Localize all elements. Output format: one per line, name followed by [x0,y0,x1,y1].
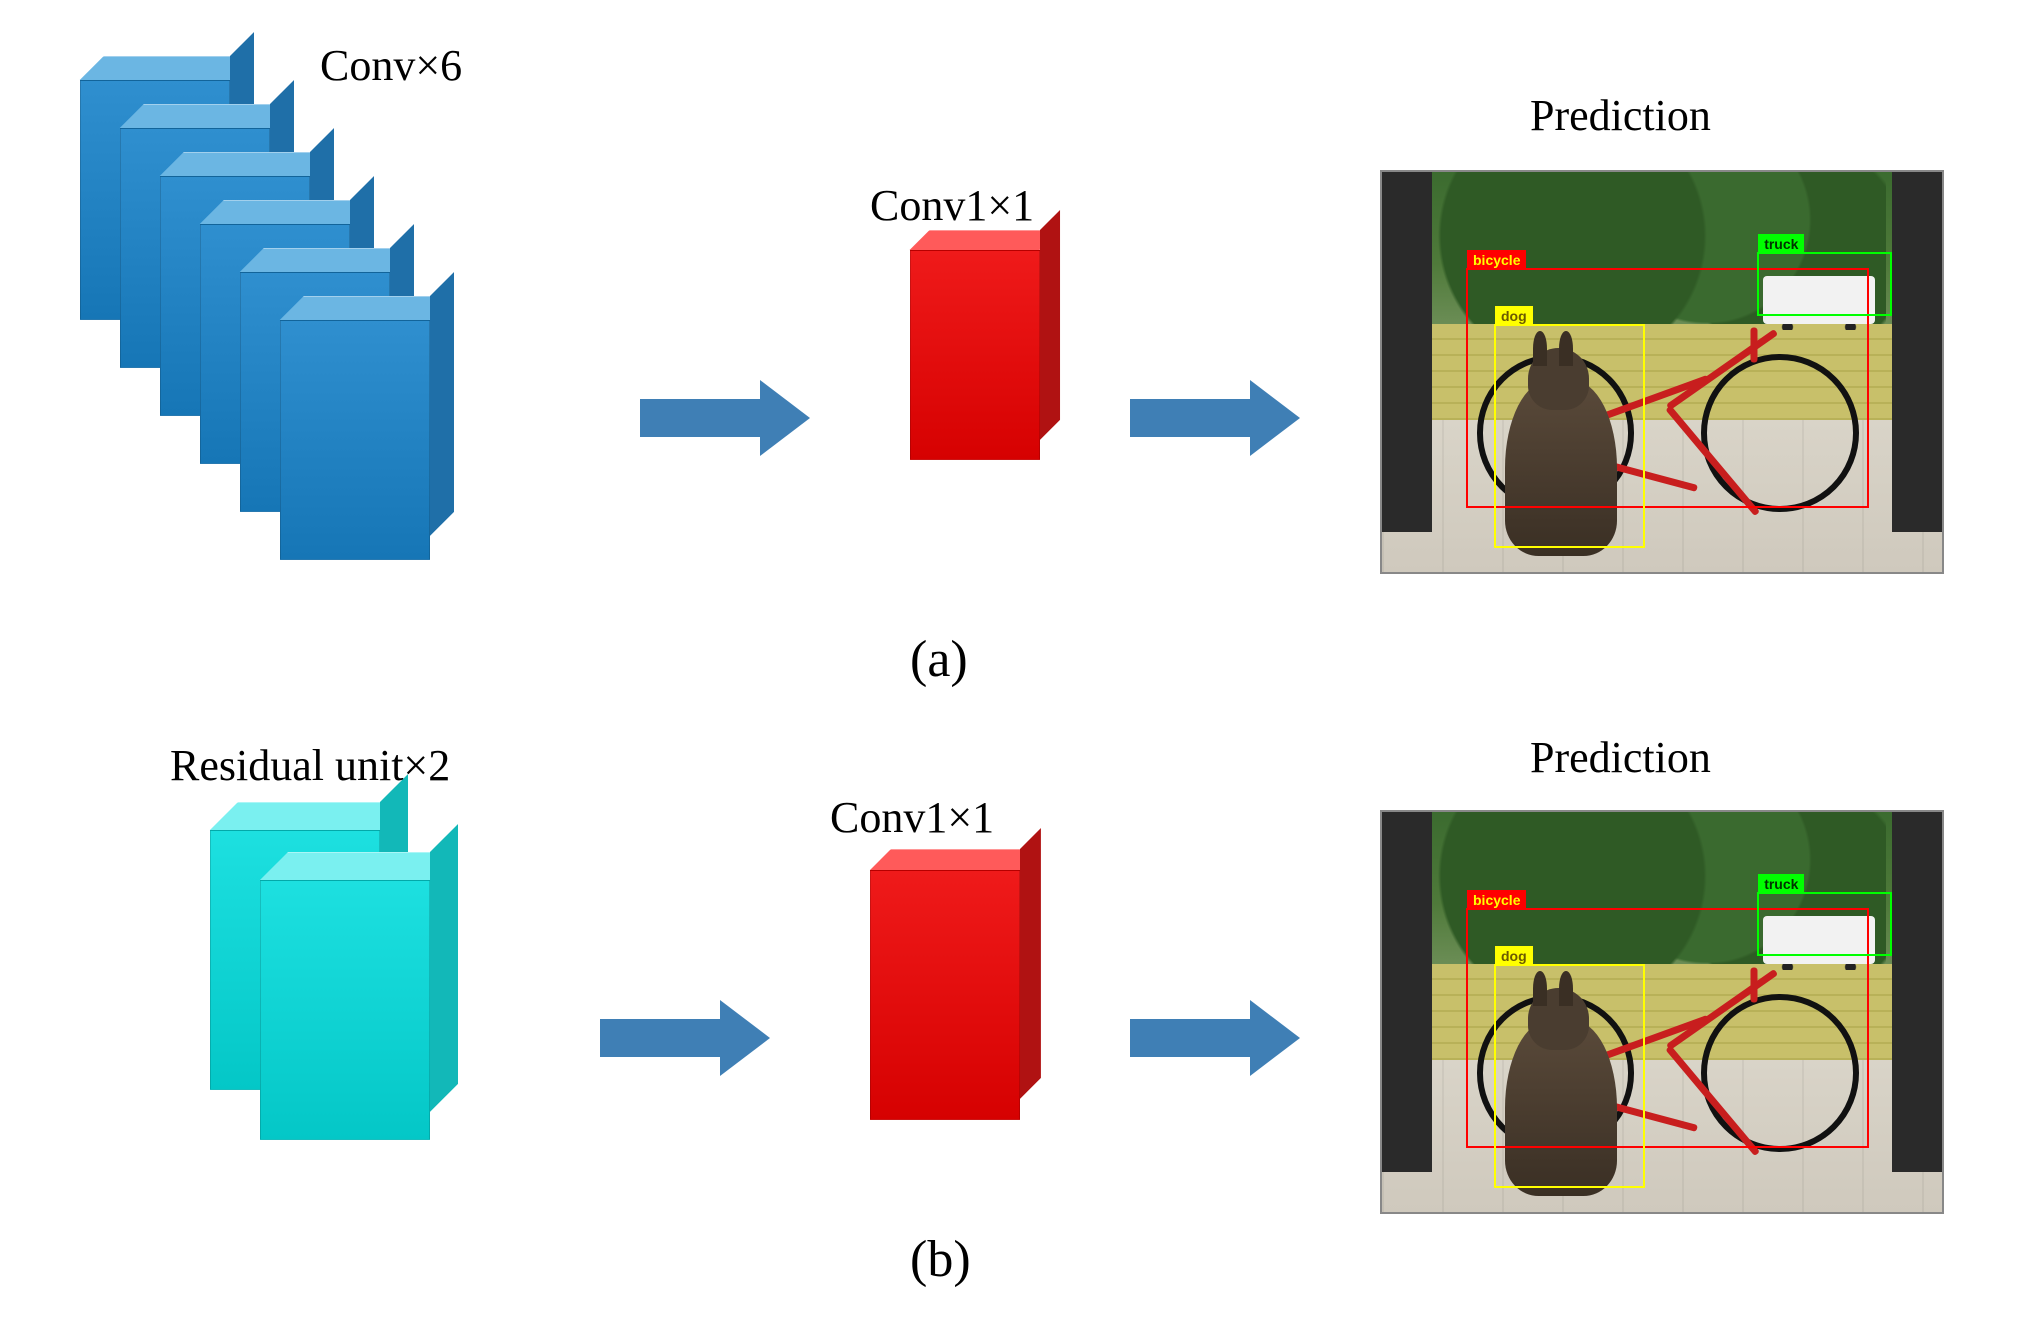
bbox-truck: truck [1757,252,1891,316]
prediction-b-label: Prediction [1530,732,1711,783]
conv1x1-block-b [870,870,1020,1120]
arrow-a2 [1130,380,1300,456]
residual-block-2 [260,880,430,1140]
bbox-dog: dog [1494,324,1645,548]
residual-label: Residual unit×2 [170,740,450,791]
bbox-tag: bicycle [1467,890,1526,910]
bbox-tag: truck [1758,874,1804,894]
caption-b: (b) [910,1230,971,1289]
conv6-label: Conv×6 [320,40,462,91]
conv-block-6 [280,320,430,560]
prediction-image-a: bicycle truck dog [1380,170,1944,574]
bbox-tag: dog [1495,306,1533,326]
diagram-canvas: bicycle truck dog bicycle truck dog Conv×6 Conv… [40,40,1992,1298]
bbox-dog: dog [1494,964,1645,1188]
caption-a: (a) [910,630,968,689]
prediction-image-b: bicycle truck dog [1380,810,1944,1214]
arrow-a1 [640,380,810,456]
bbox-tag: dog [1495,946,1533,966]
bbox-truck: truck [1757,892,1891,956]
conv1x1-block-a [910,250,1040,460]
arrow-b2 [1130,1000,1300,1076]
conv1x1-b-label: Conv1×1 [830,792,994,843]
bbox-tag: bicycle [1467,250,1526,270]
conv1x1-a-label: Conv1×1 [870,180,1034,231]
bbox-tag: truck [1758,234,1804,254]
prediction-a-label: Prediction [1530,90,1711,141]
arrow-b1 [600,1000,770,1076]
